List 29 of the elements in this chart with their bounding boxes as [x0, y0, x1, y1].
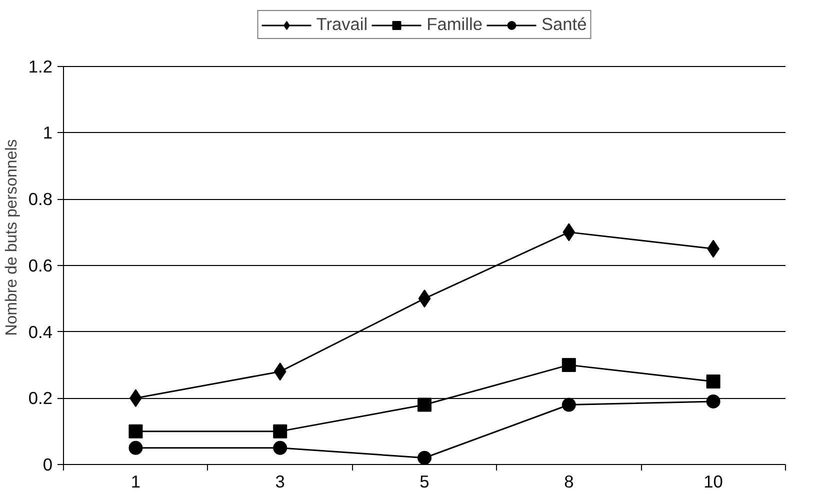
- point: [562, 223, 576, 242]
- y-axis-title: Nombre de buts personnels: [3, 139, 20, 336]
- x-tick-label: 1: [130, 472, 141, 492]
- point: [274, 362, 286, 381]
- point: [418, 398, 432, 412]
- x-tick-label: 8: [564, 472, 574, 492]
- point: [418, 290, 431, 308]
- point: [706, 394, 720, 408]
- y-tick-label: 0.6: [28, 255, 53, 276]
- legend-label: Famille: [426, 14, 482, 35]
- point: [418, 450, 432, 464]
- y-tick-label: 0: [42, 454, 53, 474]
- x-tick-label: 3: [275, 472, 285, 492]
- x-tick-label: 10: [704, 472, 723, 492]
- y-tick-label: 0.2: [28, 388, 53, 408]
- point: [128, 440, 143, 455]
- point: [273, 424, 288, 438]
- legend-label: Travail: [316, 14, 368, 35]
- point: [128, 424, 143, 438]
- point: [562, 358, 576, 372]
- point: [706, 374, 720, 389]
- legend-label: Santé: [541, 14, 587, 35]
- point: [562, 398, 576, 412]
- point: [273, 440, 288, 455]
- x-tick-label: 5: [420, 472, 430, 492]
- y-tick-label: 1.2: [28, 56, 53, 76]
- y-tick-label: 0.8: [28, 189, 53, 210]
- y-tick-label: 1: [42, 122, 53, 143]
- y-tick-label: 0.4: [28, 322, 53, 342]
